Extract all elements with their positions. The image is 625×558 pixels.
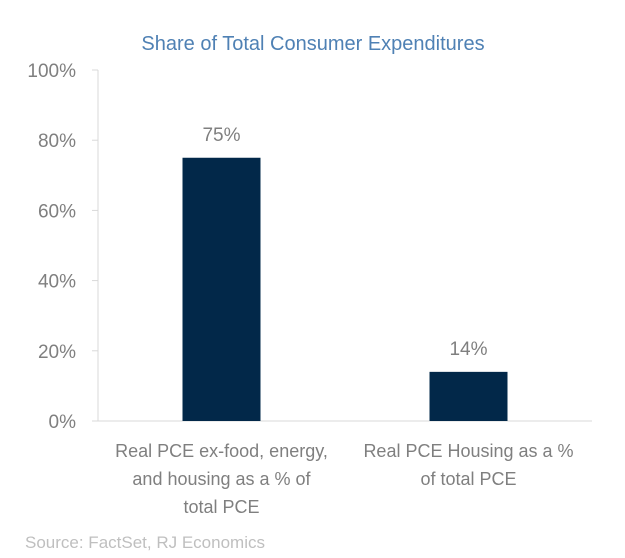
y-tick-label: 0%: [49, 412, 77, 433]
x-category-label: Real PCE Housing as a %: [363, 441, 573, 461]
y-tick-label: 80%: [38, 131, 76, 152]
x-category-label: total PCE: [183, 497, 259, 517]
y-tick-label: 60%: [38, 201, 76, 222]
x-category-label: and housing as a % of: [132, 469, 311, 489]
bar: [429, 371, 508, 421]
data-label: 14%: [449, 339, 487, 360]
y-tick-label: 20%: [38, 342, 76, 363]
y-tick-label: 100%: [27, 61, 76, 82]
bar: [182, 157, 261, 421]
chart-title: Share of Total Consumer Expenditures: [141, 33, 484, 55]
x-category-label: of total PCE: [420, 469, 516, 489]
x-category-label: Real PCE ex-food, energy,: [115, 441, 328, 461]
source-note: Source: FactSet, RJ Economics: [25, 533, 265, 552]
y-tick-label: 40%: [38, 272, 76, 293]
data-label: 75%: [202, 125, 240, 146]
